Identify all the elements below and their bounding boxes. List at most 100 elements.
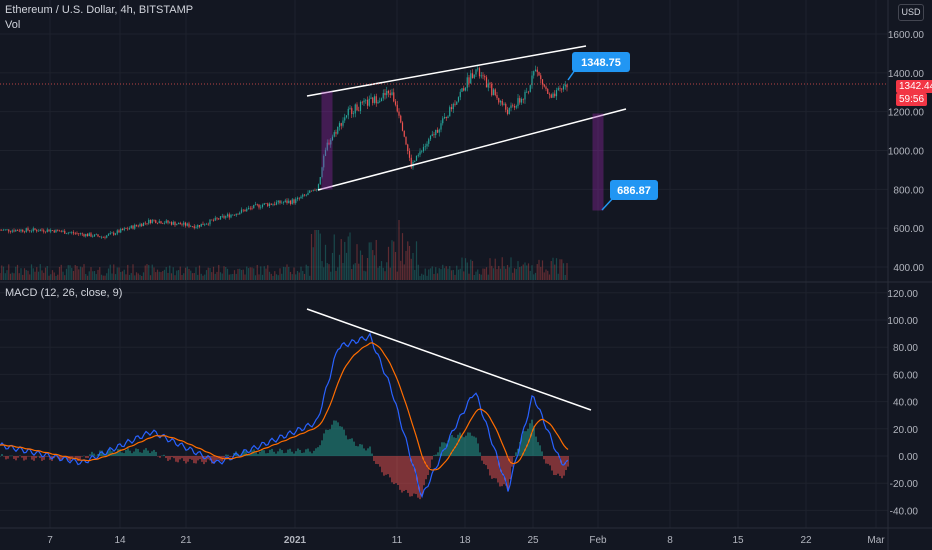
- histogram-bar: [199, 456, 201, 460]
- candle-body: [139, 224, 141, 227]
- volume-bar: [552, 257, 554, 280]
- candle-body: [531, 75, 533, 86]
- volume-bar: [81, 267, 83, 280]
- time-tick-label: 2021: [284, 535, 307, 546]
- histogram-bar: [267, 453, 269, 456]
- candle-body: [482, 75, 484, 77]
- volume-bar: [463, 271, 465, 280]
- candle-body: [44, 231, 47, 233]
- candle-body: [379, 101, 381, 102]
- histogram-bar: [189, 456, 191, 459]
- histogram-bar: [307, 448, 309, 456]
- volume-bar: [109, 264, 111, 280]
- volume-bar: [485, 267, 488, 280]
- channel-lower-trendline: [317, 108, 627, 191]
- volume-bar: [102, 275, 104, 280]
- histogram-bar: [147, 450, 149, 456]
- volume-bar: [64, 275, 66, 280]
- volume-bar: [191, 273, 194, 280]
- histogram-bar: [119, 449, 121, 456]
- histogram-bar: [547, 456, 549, 464]
- volume-bar: [275, 274, 278, 280]
- histogram-bar: [467, 432, 469, 456]
- histogram-bar: [87, 456, 89, 458]
- candle-body: [76, 233, 78, 234]
- histogram-bar: [461, 434, 463, 456]
- candle-body: [505, 103, 507, 110]
- candle-body: [536, 69, 538, 73]
- histogram-bar: [419, 456, 421, 500]
- candle-body: [296, 197, 299, 200]
- macd-tick-label: -20.00: [890, 479, 919, 490]
- candle-body: [1, 230, 3, 231]
- volume-bar: [564, 274, 566, 280]
- candle-body: [142, 222, 145, 227]
- volume-bar: [380, 261, 383, 280]
- candle-body: [190, 226, 192, 227]
- histogram-bar: [423, 456, 425, 486]
- volume-bar: [291, 274, 293, 280]
- volume-bar: [277, 275, 279, 280]
- volume-bar: [265, 268, 267, 280]
- histogram-bar: [177, 456, 179, 463]
- candle-body: [424, 146, 426, 148]
- price-tick-label: 1000.00: [888, 147, 925, 158]
- histogram-bar: [533, 425, 535, 456]
- volume-bar: [183, 273, 185, 280]
- volume-bar: [242, 269, 244, 280]
- volume-bar: [86, 275, 89, 280]
- histogram-bar: [83, 455, 85, 457]
- histogram-bar: [373, 456, 375, 461]
- candle-body: [57, 229, 59, 231]
- volume-bar: [51, 270, 54, 280]
- candle-body: [410, 157, 412, 168]
- drawings[interactable]: 1348.75 686.87: [0, 45, 888, 411]
- volume-bar: [107, 268, 110, 280]
- histogram-bar: [473, 436, 475, 456]
- histogram-bar: [331, 424, 333, 456]
- candle-body: [319, 177, 321, 185]
- histogram-bar: [395, 456, 397, 484]
- candle-body: [344, 117, 346, 121]
- histogram-bar: [567, 456, 569, 467]
- histogram-bar: [275, 453, 277, 456]
- histogram-bar: [459, 432, 461, 456]
- volume-bar: [373, 255, 376, 280]
- histogram-bar: [277, 451, 279, 456]
- volume-bar: [156, 269, 159, 280]
- candle-body: [372, 97, 374, 103]
- histogram-bar: [115, 452, 117, 456]
- symbol-title: Ethereum / U.S. Dollar, 4h, BITSTAMP: [5, 4, 194, 16]
- histogram-bar: [363, 448, 365, 456]
- histogram-bar: [279, 448, 281, 456]
- volume-bar: [23, 268, 26, 280]
- volume-bar: [79, 266, 82, 280]
- candle-body: [295, 199, 297, 203]
- volume-bar: [193, 273, 195, 280]
- candle-body: [340, 123, 342, 126]
- histogram-bar: [195, 456, 197, 464]
- volume-bar: [452, 269, 454, 280]
- candle-body: [449, 107, 451, 117]
- volume-bar: [296, 270, 299, 280]
- histogram-bar: [113, 453, 115, 456]
- volume-bar: [190, 270, 192, 280]
- histogram-bar: [141, 452, 143, 456]
- histogram-bar: [129, 450, 131, 456]
- candle-body: [550, 94, 552, 98]
- currency-button[interactable]: USD: [898, 4, 924, 21]
- candle-body: [284, 200, 286, 203]
- histogram-bar: [385, 456, 387, 475]
- volume-bar: [260, 266, 262, 280]
- volume-bar: [83, 264, 85, 280]
- candle-body: [134, 224, 136, 229]
- candle-body: [34, 228, 36, 230]
- volume-bar: [471, 260, 474, 280]
- candle-body: [167, 220, 169, 223]
- candle-body: [540, 75, 542, 80]
- candle-body: [193, 226, 195, 229]
- candle-body: [106, 235, 108, 238]
- volume-bar: [4, 273, 6, 280]
- candle-body: [466, 77, 468, 88]
